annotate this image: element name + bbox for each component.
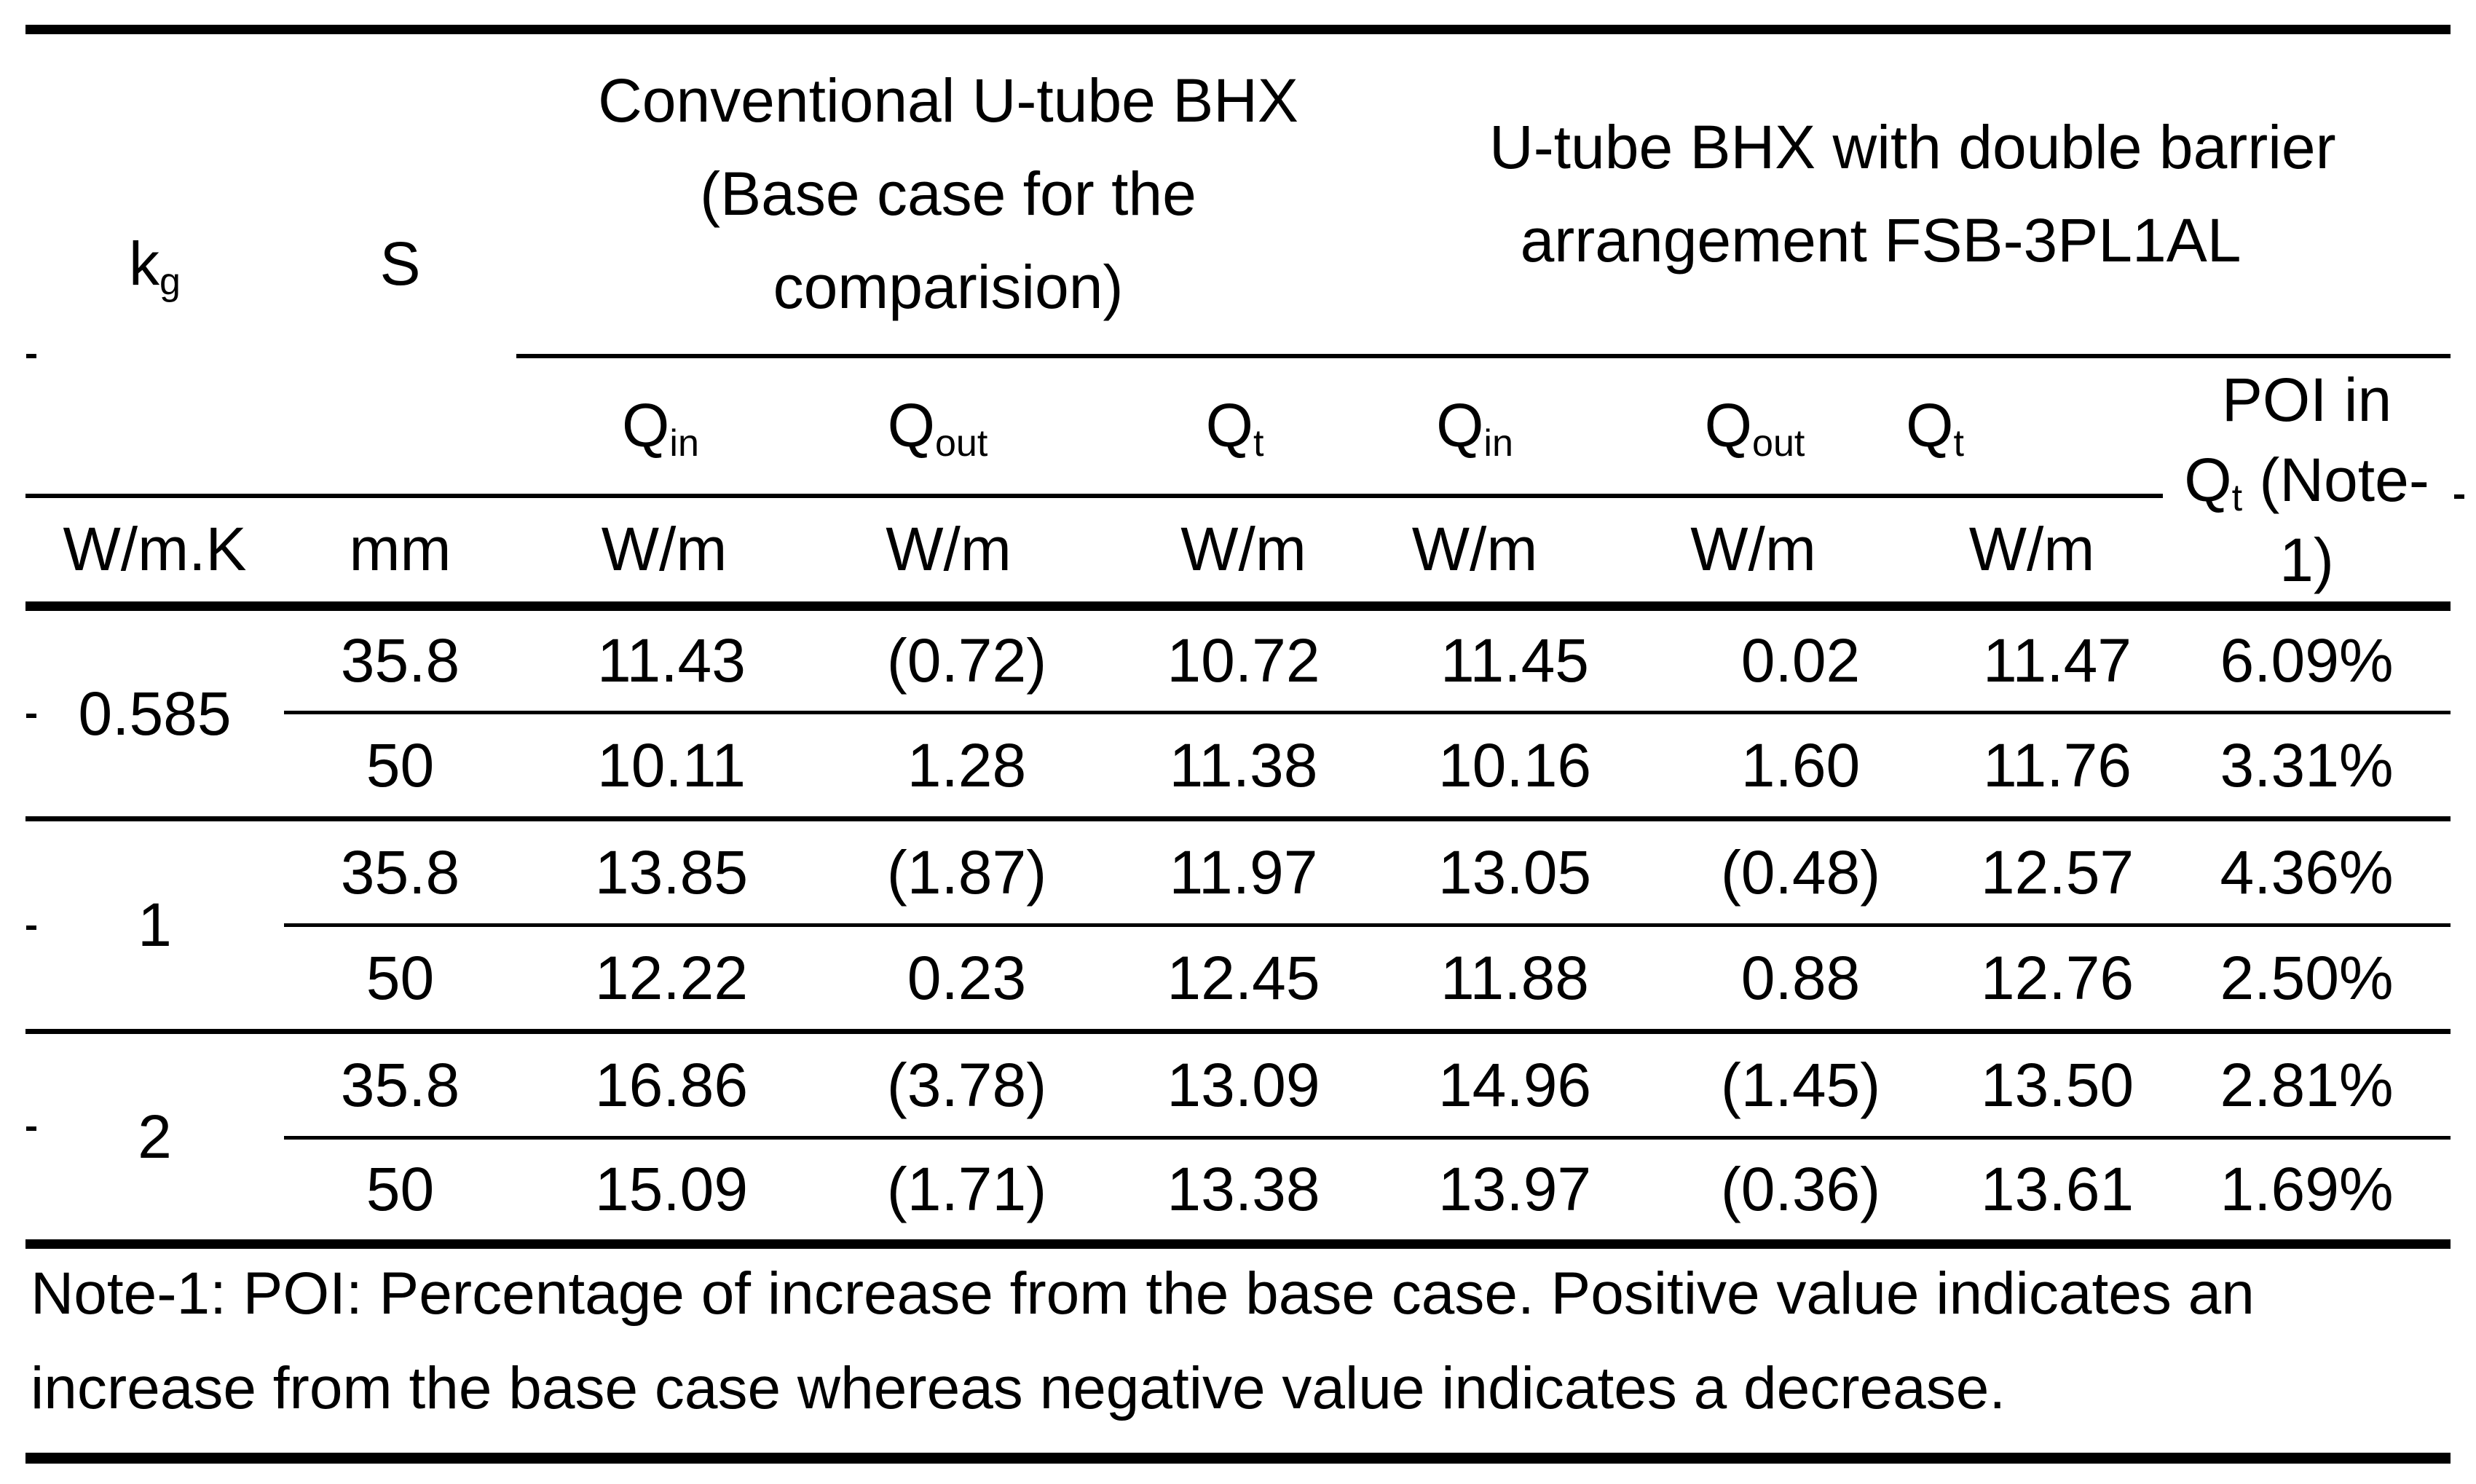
q-subheader-conv-qout: Qout	[827, 355, 1107, 498]
data-cell: (0.36)	[1649, 1137, 1952, 1249]
data-cell: 11.88	[1380, 925, 1650, 1034]
data-cell: (3.78)	[827, 1031, 1107, 1140]
kg-label: kg	[129, 229, 181, 303]
data-cell: 2.81%	[2163, 1031, 2451, 1140]
poi-header-line: POI in	[2221, 365, 2392, 434]
q-subheader-conv-qin: Qin	[516, 355, 827, 498]
stray-mark	[26, 1126, 36, 1131]
data-cell: 14.96	[1380, 1031, 1650, 1140]
stray-mark	[2454, 494, 2464, 499]
data-cell: 10.72	[1107, 606, 1381, 714]
data-cell: (1.71)	[827, 1137, 1107, 1249]
poi-header-cell: POI in Qt (Note- 1)	[2163, 355, 2451, 611]
data-cell: 13.50	[1952, 1031, 2164, 1140]
stray-mark	[26, 354, 36, 358]
q-subheader-fsb-qt: Qt	[1906, 355, 2164, 498]
data-cell: 13.05	[1380, 818, 1650, 927]
data-cell: (1.87)	[827, 818, 1107, 927]
q-subheader-fsb-qin: Qin	[1380, 355, 1650, 498]
conv-header-line: (Base case for the	[700, 159, 1196, 229]
unit-cell: W/m	[516, 495, 827, 611]
data-cell: 1.28	[827, 712, 1107, 821]
data-cell: (0.48)	[1649, 818, 1952, 927]
unit-cell: W/m	[1380, 495, 1650, 611]
s-header-cell: S	[284, 29, 516, 498]
data-cell: 13.09	[1107, 1031, 1381, 1140]
unit-cell: W/m	[1107, 495, 1381, 611]
fsb-header-text: U-tube BHX with double barrier arrangeme…	[1489, 100, 2336, 287]
data-cell: 15.09	[516, 1137, 827, 1249]
data-cell: 1.69%	[2163, 1137, 2451, 1249]
data-cell: 0.02	[1649, 606, 1952, 714]
poi-spacer-cell	[2163, 29, 2451, 358]
fsb-group-header: U-tube BHX with double barrier arrangeme…	[1380, 29, 2336, 358]
data-cell: 12.76	[1952, 925, 2164, 1034]
fsb-header-line: arrangement FSB-3PL1AL	[1520, 206, 2242, 275]
table-note: Note-1: POI: Percentage of increase from…	[31, 1247, 2448, 1436]
data-cell: 3.31%	[2163, 712, 2451, 821]
data-cell: 12.45	[1107, 925, 1381, 1034]
data-cell: 11.97	[1107, 818, 1381, 927]
data-cell: 13.97	[1380, 1137, 1650, 1249]
kg-value-cell: 0.585	[25, 606, 284, 821]
kg-value-cell: 1	[25, 818, 284, 1034]
data-cell: 11.38	[1107, 712, 1381, 821]
data-cell: 11.76	[1952, 712, 2164, 821]
data-cell: 13.85	[516, 818, 827, 927]
data-cell: 11.43	[516, 606, 827, 714]
stray-mark	[26, 925, 36, 930]
s-value-cell: 50	[284, 712, 516, 821]
unit-cell: W/m.K	[25, 495, 284, 611]
unit-cell: mm	[284, 495, 516, 611]
data-cell: 12.22	[516, 925, 827, 1034]
s-value-cell: 50	[284, 925, 516, 1034]
unit-cell: W/m	[827, 495, 1107, 611]
s-value-cell: 35.8	[284, 606, 516, 714]
comparison-table: kg S Conventional U-tube BHX (Base case …	[25, 25, 2451, 1249]
data-cell: 6.09%	[2163, 606, 2451, 714]
data-cell: 4.36%	[2163, 818, 2451, 927]
unit-cell: W/m	[1649, 495, 1952, 611]
data-cell: 11.47	[1952, 606, 2164, 714]
data-cell: 11.45	[1380, 606, 1650, 714]
kg-value-cell: 2	[25, 1031, 284, 1249]
data-cell: 13.61	[1952, 1137, 2164, 1249]
data-cell: 0.23	[827, 925, 1107, 1034]
conv-group-header: Conventional U-tube BHX (Base case for t…	[516, 29, 1381, 358]
s-value-cell: 50	[284, 1137, 516, 1249]
data-cell: 10.16	[1380, 712, 1650, 821]
data-cell: 16.86	[516, 1031, 827, 1140]
s-value-cell: 35.8	[284, 818, 516, 927]
note-line-1: Note-1: POI: Percentage of increase from…	[31, 1260, 2255, 1327]
q-subheader-fsb-qout: Qout	[1649, 355, 1952, 498]
data-cell: 13.38	[1107, 1137, 1381, 1249]
data-cell: (0.72)	[827, 606, 1107, 714]
data-cell: 12.57	[1952, 818, 2164, 927]
poi-header-line: 1)	[2279, 525, 2334, 594]
kg-header-cell: kg	[25, 29, 284, 498]
data-cell: 0.88	[1649, 925, 1952, 1034]
data-cell: (1.45)	[1649, 1031, 1952, 1140]
data-cell: 2.50%	[2163, 925, 2451, 1034]
conv-header-line: comparision)	[773, 253, 1124, 322]
q-subheader-conv-qt: Qt	[1107, 355, 1381, 498]
unit-cell: W/m	[1952, 495, 2164, 611]
poi-header-line: Qt (Note-	[2184, 445, 2429, 519]
bottom-rule	[25, 1453, 2451, 1464]
data-cell: 1.60	[1649, 712, 1952, 821]
s-value-cell: 35.8	[284, 1031, 516, 1140]
stray-mark	[26, 714, 36, 718]
data-cell: 10.11	[516, 712, 827, 821]
note-line-2: increase from the base case whereas nega…	[31, 1355, 2006, 1421]
conv-header-line: Conventional U-tube BHX	[598, 66, 1298, 135]
fsb-header-line: U-tube BHX with double barrier	[1489, 113, 2336, 182]
